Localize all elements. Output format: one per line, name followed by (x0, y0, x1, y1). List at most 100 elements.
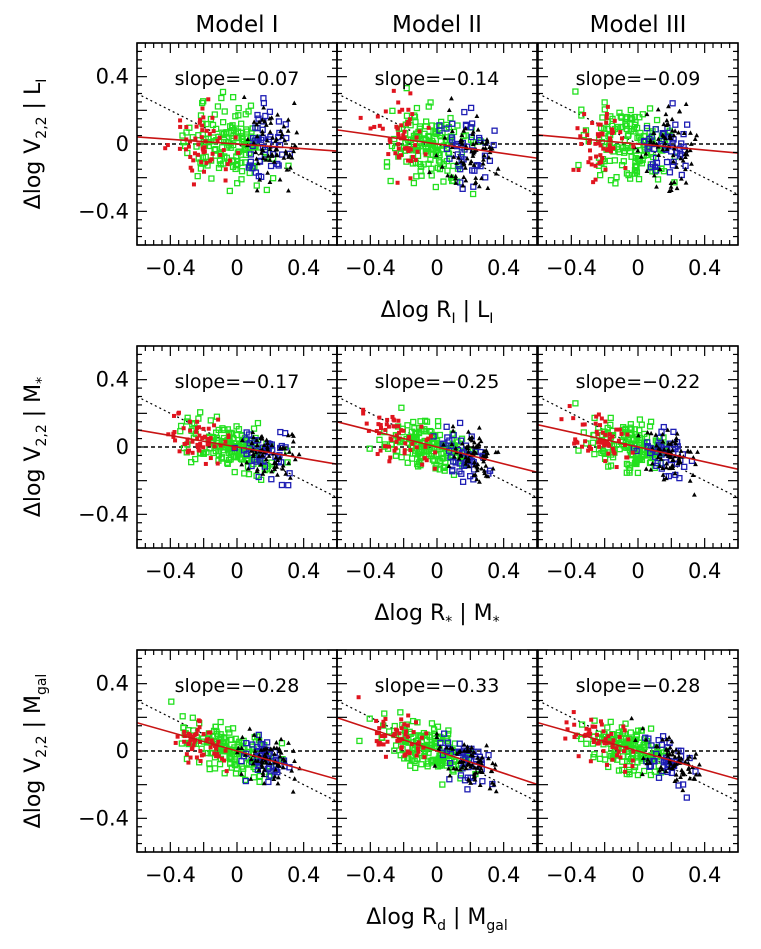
slope-label: slope=−0.33 (375, 675, 500, 697)
x-tick-label: 0 (430, 559, 443, 583)
green-point (425, 451, 432, 458)
black-point (692, 776, 698, 781)
green-point (443, 454, 451, 462)
red-point (410, 112, 415, 117)
red-point (610, 745, 615, 750)
green-point (212, 145, 219, 153)
blue-point (467, 104, 475, 112)
scatter-panel: slope=−0.07 0.4 0 −0.4 −0.4 0 0.4 (78, 42, 338, 280)
red-point (181, 426, 186, 431)
red-point (398, 153, 403, 158)
red-point (575, 126, 580, 131)
green-point (199, 99, 206, 107)
y-axis-label: Δlog V2,2 | LI (21, 79, 50, 210)
black-point (486, 755, 491, 761)
red-point (607, 443, 612, 448)
red-point (210, 115, 215, 120)
green-point (429, 145, 437, 153)
red-point (408, 176, 413, 181)
red-point (604, 762, 609, 767)
black-point (688, 449, 694, 454)
black-point (267, 146, 273, 152)
green-point (622, 115, 629, 122)
black-point (469, 437, 475, 443)
green-point (238, 120, 245, 127)
fit-line (538, 134, 738, 154)
black-point (446, 107, 452, 112)
red-point (396, 154, 401, 159)
red-point (611, 738, 616, 743)
red-point (608, 149, 613, 154)
black-point (644, 168, 650, 174)
red-point (591, 740, 596, 745)
red-point (593, 724, 598, 729)
green-point (628, 153, 635, 160)
black-point (239, 437, 245, 443)
red-point (184, 137, 189, 142)
green-point (634, 456, 641, 463)
green-point (403, 85, 410, 92)
red-point (391, 417, 396, 422)
red-point (617, 735, 622, 740)
black-point (668, 441, 674, 446)
green-point (376, 436, 383, 443)
red-point (400, 107, 405, 112)
black-point (483, 451, 489, 457)
red-point (177, 449, 182, 454)
black-point (489, 768, 495, 774)
black-point (648, 430, 654, 436)
red-point (187, 733, 192, 738)
green-point (633, 733, 640, 740)
blue-point (666, 440, 673, 447)
black-point (483, 145, 488, 150)
green-point (619, 766, 626, 774)
red-point (597, 160, 602, 165)
black-point (671, 179, 677, 185)
red-point (198, 118, 203, 123)
red-point (406, 713, 411, 718)
red-point (428, 434, 433, 439)
red-point (188, 755, 193, 760)
black-point (473, 179, 479, 184)
green-point (199, 154, 207, 161)
black-point (468, 158, 474, 164)
black-point (470, 129, 476, 134)
black-point (682, 166, 688, 172)
black-point (262, 118, 268, 124)
black-point (471, 440, 477, 445)
blue-point (644, 439, 651, 446)
black-point (254, 187, 260, 193)
green-point (599, 114, 606, 121)
red-point (225, 162, 230, 167)
blue-point (249, 741, 256, 748)
red-point (414, 720, 419, 725)
scatter-panel: slope=−0.17 0.4 0 −0.4 −0.4 0 0.4 (78, 345, 338, 583)
fit-line (337, 129, 537, 159)
red-point (565, 727, 570, 732)
red-point (236, 150, 241, 155)
black-point (274, 146, 280, 152)
green-point (424, 763, 431, 770)
red-point (226, 435, 231, 440)
red-point (582, 128, 587, 133)
black-point (283, 471, 289, 476)
green-point (590, 753, 597, 761)
green-point (631, 737, 639, 744)
green-point (415, 732, 422, 739)
green-point (578, 721, 586, 728)
black-point (679, 767, 685, 772)
red-point (606, 451, 611, 456)
black-point (463, 461, 469, 466)
red-point (626, 737, 631, 742)
black-point (678, 155, 684, 161)
black-point (465, 449, 471, 454)
black-point (640, 771, 645, 777)
black-point (685, 448, 691, 453)
blue-point (256, 158, 264, 165)
black-point (655, 454, 661, 460)
black-point (669, 738, 675, 744)
red-point (598, 122, 603, 127)
green-point (427, 99, 434, 106)
green-point (206, 765, 213, 773)
red-point (598, 143, 603, 148)
